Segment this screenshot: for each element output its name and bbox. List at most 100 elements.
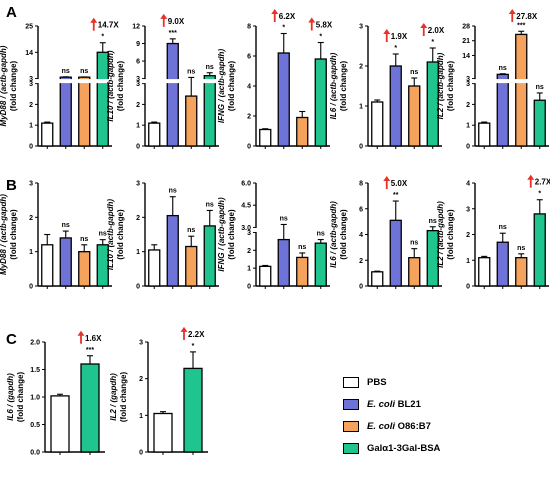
chart-b-myd88-bar-1 — [59, 237, 72, 287]
chart-b-ifng-ylabel: IFNG / (actb-gapdh) — [217, 197, 226, 272]
chart-b-il2-tick-2-label: 2 — [466, 232, 470, 239]
chart-a-il2-tick-up-0-label: 3 — [466, 76, 470, 83]
chart-a-il2-bar-2 — [515, 33, 528, 147]
chart-b-ifng-axis-break — [252, 227, 332, 232]
chart-b-il6-ylabel: IL6 / (actb-gapdh) — [329, 201, 338, 268]
chart-b-il10-tick-1-label: 1 — [136, 249, 140, 256]
chart-b-il2-sig-2: ns — [517, 245, 525, 252]
chart-b-ifng-tick-low-3-label: 3 — [247, 230, 251, 237]
chart-b-il2-bar-2 — [515, 257, 528, 287]
chart-a-il10-sig-3: ns — [206, 64, 214, 71]
chart-a-il2-bar-3 — [533, 99, 546, 147]
chart-a-il2-fold-text: 27.8X — [516, 12, 538, 21]
chart-b-il2-bar-1 — [496, 241, 509, 287]
chart-a-il10-axis-break — [141, 79, 221, 84]
chart-a-il2-tick-up-1-label: 14 — [462, 53, 470, 60]
chart-a-il10-tick-low-0-label: 0 — [136, 144, 140, 151]
chart-b-ifng-sig-3: ns — [317, 231, 325, 238]
chart-a-ifng-sig-1: * — [282, 25, 285, 32]
chart-a-myd88-tick-up-1-label: 14 — [25, 50, 33, 57]
chart-a-il10-ylabel: IL10 / (actb-gapdh) — [106, 50, 115, 121]
chart-b-il2-sig-3: * — [538, 191, 541, 198]
chart-a-il2-ylabel: IL2 / (actb-gapdh) — [436, 52, 445, 119]
chart-a-myd88-bar-break-2 — [77, 79, 91, 84]
chart-a-il6-sig-3: * — [431, 39, 434, 46]
legend-item-pbs: PBS — [343, 374, 387, 390]
chart-a-il10-bar-break-1 — [166, 79, 180, 84]
chart-a-il10-bar-break-3 — [203, 79, 217, 84]
chart-a-il2-ylabel-2: (fold change) — [446, 61, 455, 112]
chart-a-ifng-tick-2-label: 4 — [247, 84, 251, 91]
chart-a-il2-sig-3: ns — [536, 84, 544, 91]
chart-b-ifng-tick-low-1-label: 1 — [247, 266, 251, 273]
chart-b-il6-bar-0 — [371, 271, 384, 287]
chart-a-ifng-ylabel-2: (fold change) — [227, 61, 236, 112]
panel-letter-b: B — [6, 177, 17, 194]
chart-a-ifng-fold-arrow-head — [271, 9, 279, 14]
chart-b-il6-sig-1: ** — [393, 192, 399, 199]
chart-b-il6-fold-text: 5.0X — [391, 179, 408, 188]
chart-a-il2-axis-break — [471, 79, 550, 84]
chart-b-il2-tick-4-label: 4 — [466, 181, 470, 188]
chart-b-il6-sig-3: ns — [429, 218, 437, 225]
chart-a-il10-fold-arrow-head — [160, 13, 168, 19]
chart-b-il6-sig-2: ns — [410, 240, 418, 247]
legend-label-bsa: Galα1-3Gal-BSA — [367, 442, 441, 454]
chart-b-il10-tick-2-label: 2 — [136, 215, 140, 222]
chart-a-il10-sig-2: ns — [187, 68, 195, 75]
chart-b-il10-bar-1 — [166, 214, 179, 287]
chart-b-il6-tick-3-label: 6 — [359, 206, 363, 213]
chart-a-il2-tick-up-3-label: 28 — [462, 24, 470, 31]
chart-b-il2-fold-arrow-head — [527, 174, 535, 180]
legend: PBS E. coli BL21 E. coli O86:B7 Galα1-3G… — [343, 374, 543, 464]
chart-b-ifng-tick-up-1-label: 4.5 — [241, 203, 251, 210]
chart-a-il2-tick-up-2-label: 21 — [462, 38, 470, 45]
chart-a-il10-tick-up-3-label: 12 — [132, 24, 140, 31]
legend-item-bl21: E. coli BL21 — [343, 396, 421, 412]
chart-a-il2-sig-2: *** — [517, 22, 525, 29]
chart-b-ifng-bar-1 — [277, 238, 290, 287]
chart-a-il6-bar-2 — [408, 85, 421, 147]
chart-a-myd88-tick-low-2-label: 2 — [29, 102, 33, 109]
chart-b-ifng-sig-2: ns — [298, 244, 306, 251]
chart-b-ifng-ylabel-2: (fold change) — [227, 209, 236, 260]
chart-a-ifng-tick-0-label: 0 — [247, 144, 251, 151]
chart-b-ifng-tick-low-2-label: 2 — [247, 248, 251, 255]
chart-a-il10-tick-up-0-label: 3 — [136, 76, 140, 83]
chart-a-il6-tick-3-label: 3 — [359, 24, 363, 31]
chart-c-il6-tick-3-label: 1.5 — [30, 367, 40, 374]
chart-b-myd88-tick-0-label: 0 — [29, 284, 33, 291]
chart-b-il2-tick-3-label: 3 — [466, 206, 470, 213]
chart-b-il6-tick-4-label: 8 — [359, 181, 363, 188]
chart-c-il2-bar-0 — [153, 412, 173, 453]
chart-a-ifng-tick-1-label: 2 — [247, 114, 251, 121]
chart-a-il2-bar-break-1 — [496, 79, 510, 84]
chart-a-ifng-bar-0 — [259, 128, 272, 147]
chart-a-il6-fold-arrow-head — [383, 29, 391, 34]
chart-b-il2-fold-text: 2.7X — [535, 178, 550, 187]
chart-a-myd88-tick-low-3-label: 3 — [29, 81, 33, 88]
chart-c-il2-tick-1-label: 1 — [139, 413, 143, 420]
legend-swatch-bsa — [343, 442, 359, 454]
chart-a-il6-tick-0-label: 0 — [359, 144, 363, 151]
chart-b-il10-tick-3-label: 3 — [136, 181, 140, 188]
chart-a-myd88-axis-break — [34, 79, 114, 84]
chart-c-il2-ylabel: IL2 / (gapdh) — [109, 373, 118, 421]
chart-b-myd88-sig-3: ns — [99, 231, 107, 238]
chart-a-il2-sig-1: ns — [499, 65, 507, 72]
chart-a-myd88-ylabel-2: (fold change) — [9, 61, 18, 112]
chart-c-il6-sig-1: *** — [86, 347, 94, 354]
chart-b-ifng-sig-1: ns — [280, 215, 288, 222]
chart-a-il6-tick-1-label: 1 — [359, 104, 363, 111]
chart-b-il6-bar-1 — [389, 219, 402, 287]
legend-swatch-o86 — [343, 420, 359, 432]
chart-b-il10-sig-3: ns — [206, 201, 214, 208]
chart-c-il6-fold-text: 1.6X — [85, 334, 102, 343]
chart-a-myd88-sig-1: ns — [62, 68, 70, 75]
chart-a-il6-sig-1: * — [394, 45, 397, 52]
chart-b-myd88-tick-2-label: 2 — [29, 215, 33, 222]
chart-a-myd88-bar-break-1 — [59, 79, 73, 84]
chart-a-il10-bar-3 — [203, 75, 216, 147]
chart-b-myd88-bar-0 — [41, 244, 54, 287]
